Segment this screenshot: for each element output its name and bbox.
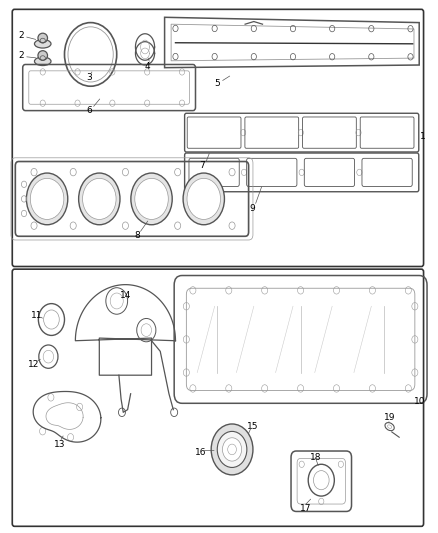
Ellipse shape xyxy=(183,173,224,225)
Text: 2: 2 xyxy=(18,51,24,60)
Text: 2: 2 xyxy=(18,31,24,40)
Ellipse shape xyxy=(35,57,51,66)
Circle shape xyxy=(217,431,247,467)
Text: 3: 3 xyxy=(86,73,92,82)
Ellipse shape xyxy=(38,51,47,60)
Text: 1: 1 xyxy=(420,132,426,141)
Text: 16: 16 xyxy=(195,448,207,457)
Text: 12: 12 xyxy=(28,360,39,368)
Ellipse shape xyxy=(82,179,116,220)
Text: 4: 4 xyxy=(145,62,151,70)
Text: 17: 17 xyxy=(300,504,311,513)
Ellipse shape xyxy=(30,179,64,220)
Text: 8: 8 xyxy=(134,231,140,240)
Text: 6: 6 xyxy=(86,106,92,115)
Text: 18: 18 xyxy=(311,453,322,462)
Text: 10: 10 xyxy=(414,397,426,406)
Ellipse shape xyxy=(35,39,51,48)
Text: 9: 9 xyxy=(250,204,255,213)
Text: 7: 7 xyxy=(199,161,205,170)
Circle shape xyxy=(308,464,334,496)
Circle shape xyxy=(211,424,253,475)
Text: 13: 13 xyxy=(53,440,65,449)
Ellipse shape xyxy=(79,173,120,225)
Text: 5: 5 xyxy=(215,79,220,88)
Text: 19: 19 xyxy=(385,413,396,422)
Text: 11: 11 xyxy=(31,311,42,320)
Ellipse shape xyxy=(131,173,172,225)
Text: 15: 15 xyxy=(247,422,259,431)
Circle shape xyxy=(223,438,242,461)
Ellipse shape xyxy=(135,179,168,220)
Ellipse shape xyxy=(26,173,68,225)
Ellipse shape xyxy=(38,33,47,43)
Text: 14: 14 xyxy=(120,291,131,300)
Ellipse shape xyxy=(187,179,220,220)
